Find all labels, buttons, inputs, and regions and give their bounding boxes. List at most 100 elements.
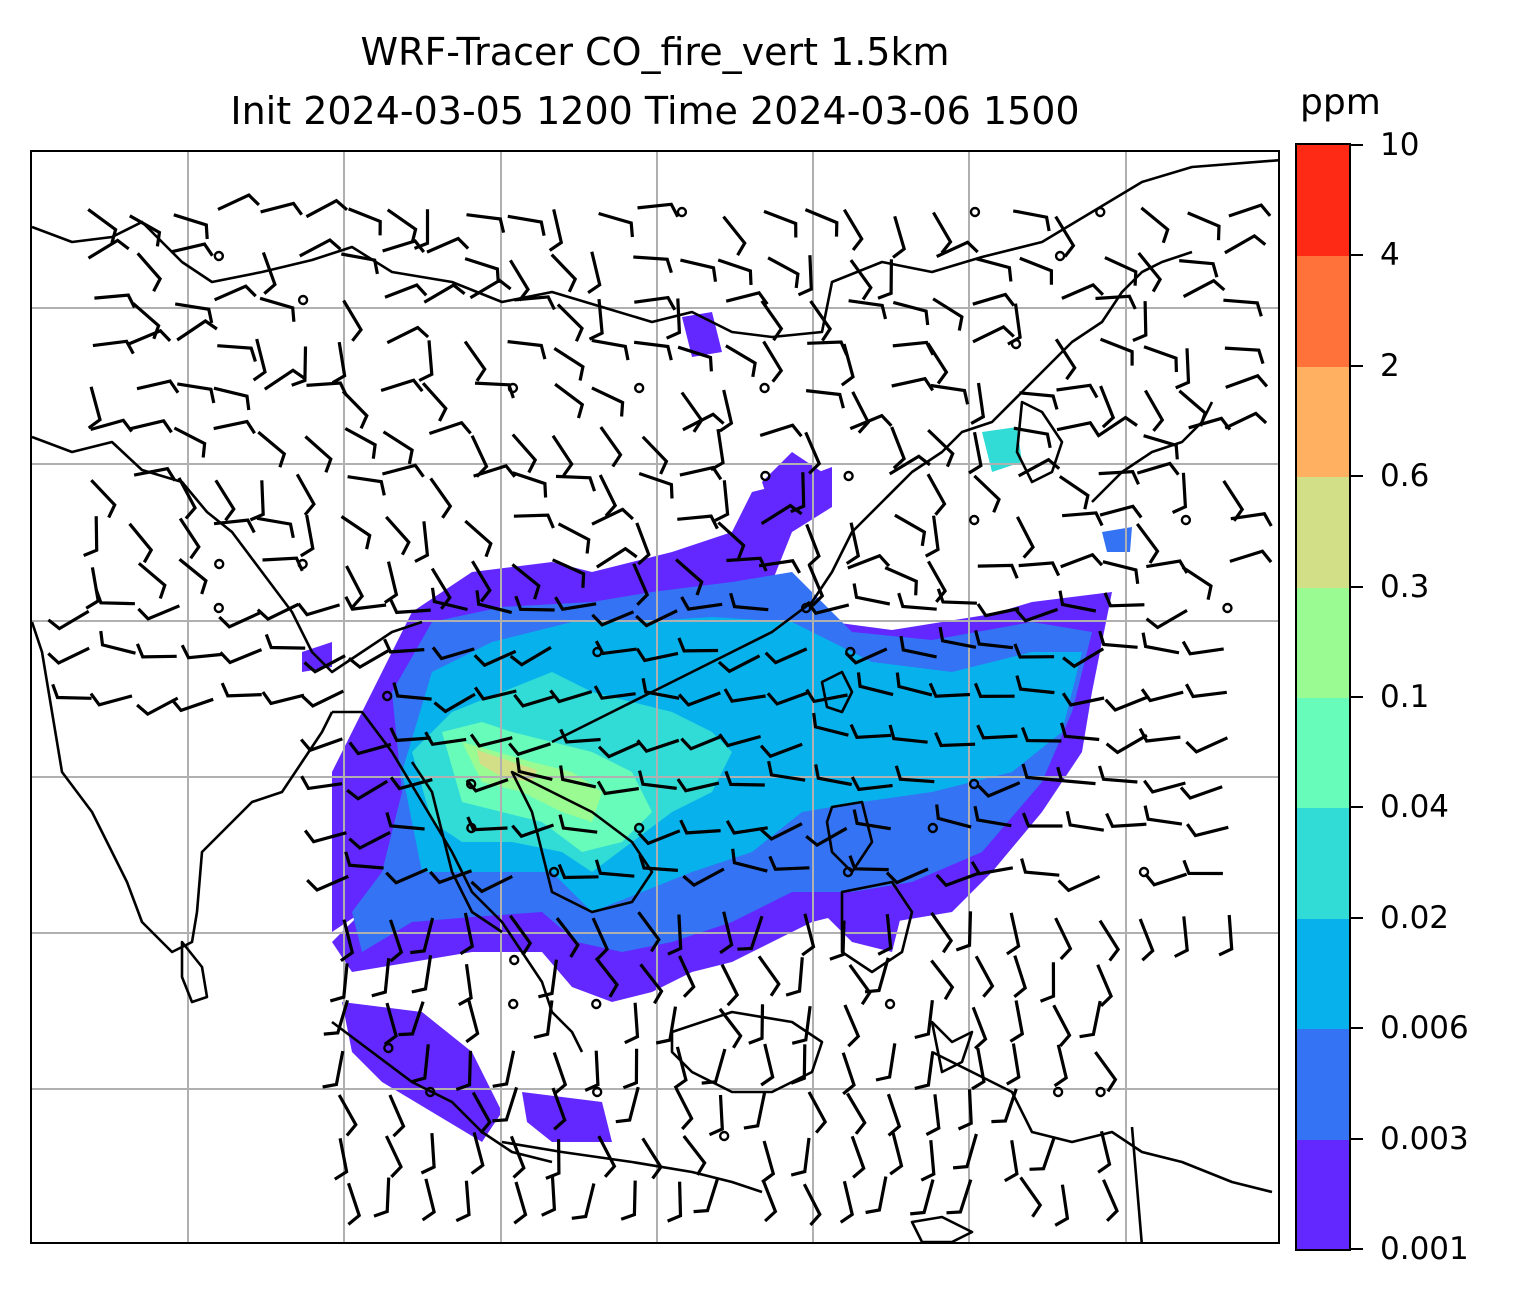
wind-barb xyxy=(551,1087,567,1131)
wind-barb xyxy=(760,503,803,525)
wind-barb-calm xyxy=(381,690,393,702)
wind-barb xyxy=(217,193,261,211)
wind-barb xyxy=(865,1176,888,1215)
wind-barb xyxy=(260,201,303,216)
wind-barb xyxy=(469,278,512,300)
wind-barb xyxy=(509,646,552,667)
wind-barb xyxy=(701,1048,727,1085)
wind-barb xyxy=(554,382,585,419)
wind-barb xyxy=(680,734,724,751)
wind-barb xyxy=(99,630,136,655)
wind-barb xyxy=(710,428,725,472)
wind-barb xyxy=(1012,209,1051,232)
wind-barb xyxy=(932,297,964,331)
wind-barb xyxy=(1061,282,1105,300)
wind-barb xyxy=(385,867,428,885)
wind-barb xyxy=(214,479,236,522)
coast-japan xyxy=(1091,401,1214,503)
wind-barb xyxy=(596,780,640,796)
wind-barb xyxy=(424,731,467,747)
wind-barb xyxy=(764,647,808,665)
wind-barb xyxy=(177,382,216,404)
wind-barb xyxy=(492,1086,519,1123)
wind-barb xyxy=(598,474,618,517)
wind-barb xyxy=(513,1181,528,1225)
wind-barb xyxy=(1059,722,1100,742)
wind-barb xyxy=(571,1183,596,1220)
wind-barb xyxy=(553,347,585,381)
wind-barb xyxy=(955,911,973,952)
wind-barb xyxy=(1225,373,1269,389)
wind-barb xyxy=(389,727,431,743)
wind-barb xyxy=(1058,590,1097,613)
wind-barb xyxy=(384,1135,403,1179)
wind-barb xyxy=(340,515,372,550)
wind-barb xyxy=(598,211,634,238)
wind-barb-calm xyxy=(1222,602,1233,614)
wind-barb xyxy=(1136,461,1180,476)
wind-barb xyxy=(558,814,598,834)
wind-barb xyxy=(635,609,678,628)
wind-barb xyxy=(473,686,517,701)
coast-java xyxy=(501,1140,763,1194)
wind-barb xyxy=(677,514,719,530)
wind-barb xyxy=(1007,303,1022,346)
wind-barb xyxy=(935,804,972,829)
wind-barb xyxy=(1099,337,1134,366)
wind-barb-calm xyxy=(968,778,980,790)
colorbar-tick xyxy=(1351,1027,1363,1030)
wind-barb-calm xyxy=(508,998,519,1010)
wind-barb xyxy=(864,957,890,994)
wind-barb-calm xyxy=(297,558,308,570)
wind-barb xyxy=(418,340,434,382)
wind-barb xyxy=(1099,385,1116,429)
wind-barb xyxy=(87,208,118,244)
wind-barb xyxy=(1020,858,1060,877)
map-panel xyxy=(30,150,1280,1244)
wind-barb xyxy=(552,1051,568,1095)
wind-barb xyxy=(347,475,386,496)
wind-barb xyxy=(1003,1139,1019,1183)
wind-barb xyxy=(249,480,265,522)
wind-barb xyxy=(1187,211,1221,241)
wind-barb xyxy=(758,559,801,574)
wind-barb xyxy=(1061,511,1104,527)
wind-barb xyxy=(839,1180,855,1224)
wind-barb xyxy=(595,546,638,569)
wind-barb xyxy=(840,343,855,387)
wind-barb xyxy=(1144,389,1165,432)
wind-barb xyxy=(760,299,784,342)
wind-barb xyxy=(1145,609,1188,630)
wind-barb xyxy=(339,919,355,963)
wind-barb xyxy=(892,300,930,326)
wind-barb-calm xyxy=(969,206,981,218)
wind-barb xyxy=(757,955,781,997)
colorbar-segment xyxy=(1297,365,1349,478)
wind-barb xyxy=(174,302,214,324)
map-canvas xyxy=(32,152,1278,1242)
wind-barb xyxy=(1181,640,1224,656)
wind-barb xyxy=(346,1182,362,1226)
wind-barb xyxy=(47,609,90,631)
wind-barb xyxy=(533,1000,554,1040)
wind-barb xyxy=(974,629,1014,650)
wind-barb xyxy=(171,242,214,257)
wind-barb xyxy=(723,688,766,703)
wind-barb xyxy=(973,474,1001,513)
wind-barb xyxy=(797,255,813,297)
wind-barb xyxy=(622,1048,639,1090)
wind-barb xyxy=(430,587,468,612)
colorbar-tick xyxy=(1351,916,1363,919)
wind-barb xyxy=(675,558,704,596)
wind-barb xyxy=(591,917,610,961)
wind-barb xyxy=(1009,1000,1025,1043)
wind-barb xyxy=(87,238,130,260)
wind-barb xyxy=(90,479,117,519)
wind-barb-calm xyxy=(927,822,939,834)
wind-barb xyxy=(213,386,251,411)
wind-barb xyxy=(466,213,506,233)
wind-barb xyxy=(383,638,425,654)
wind-barb xyxy=(1054,215,1076,258)
wind-barb xyxy=(593,685,636,700)
wind-barb xyxy=(473,649,517,668)
